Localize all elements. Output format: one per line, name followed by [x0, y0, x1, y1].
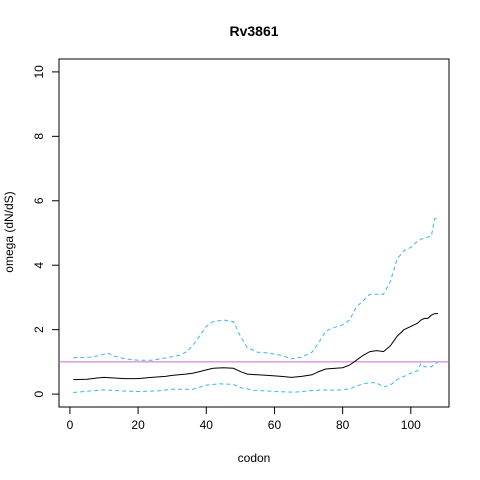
x-tick-label: 60	[268, 418, 282, 432]
x-tick-label: 100	[401, 418, 421, 432]
series-line-omega	[73, 314, 438, 380]
x-tick-label: 80	[336, 418, 350, 432]
y-tick-label: 10	[32, 65, 46, 79]
y-tick-label: 2	[32, 326, 46, 333]
x-tick-label: 20	[131, 418, 145, 432]
y-axis: 0 2 4 6 8 10	[32, 65, 59, 398]
x-axis: 0 20 40 60 80 100	[67, 407, 422, 432]
plot-area	[59, 219, 449, 393]
x-axis-label: codon	[238, 451, 271, 465]
chart-title: Rv3861	[229, 23, 278, 39]
y-axis-label: omega (dN/dS)	[2, 191, 16, 272]
y-tick-label: 0	[32, 390, 46, 397]
plot-frame	[59, 59, 449, 407]
y-tick-label: 8	[32, 133, 46, 140]
x-tick-label: 0	[67, 418, 74, 432]
series-line-bound-2	[73, 362, 438, 393]
y-tick-label: 6	[32, 197, 46, 204]
y-tick-label: 4	[32, 262, 46, 269]
x-tick-label: 40	[200, 418, 214, 432]
series-line-bound-1	[73, 219, 438, 361]
